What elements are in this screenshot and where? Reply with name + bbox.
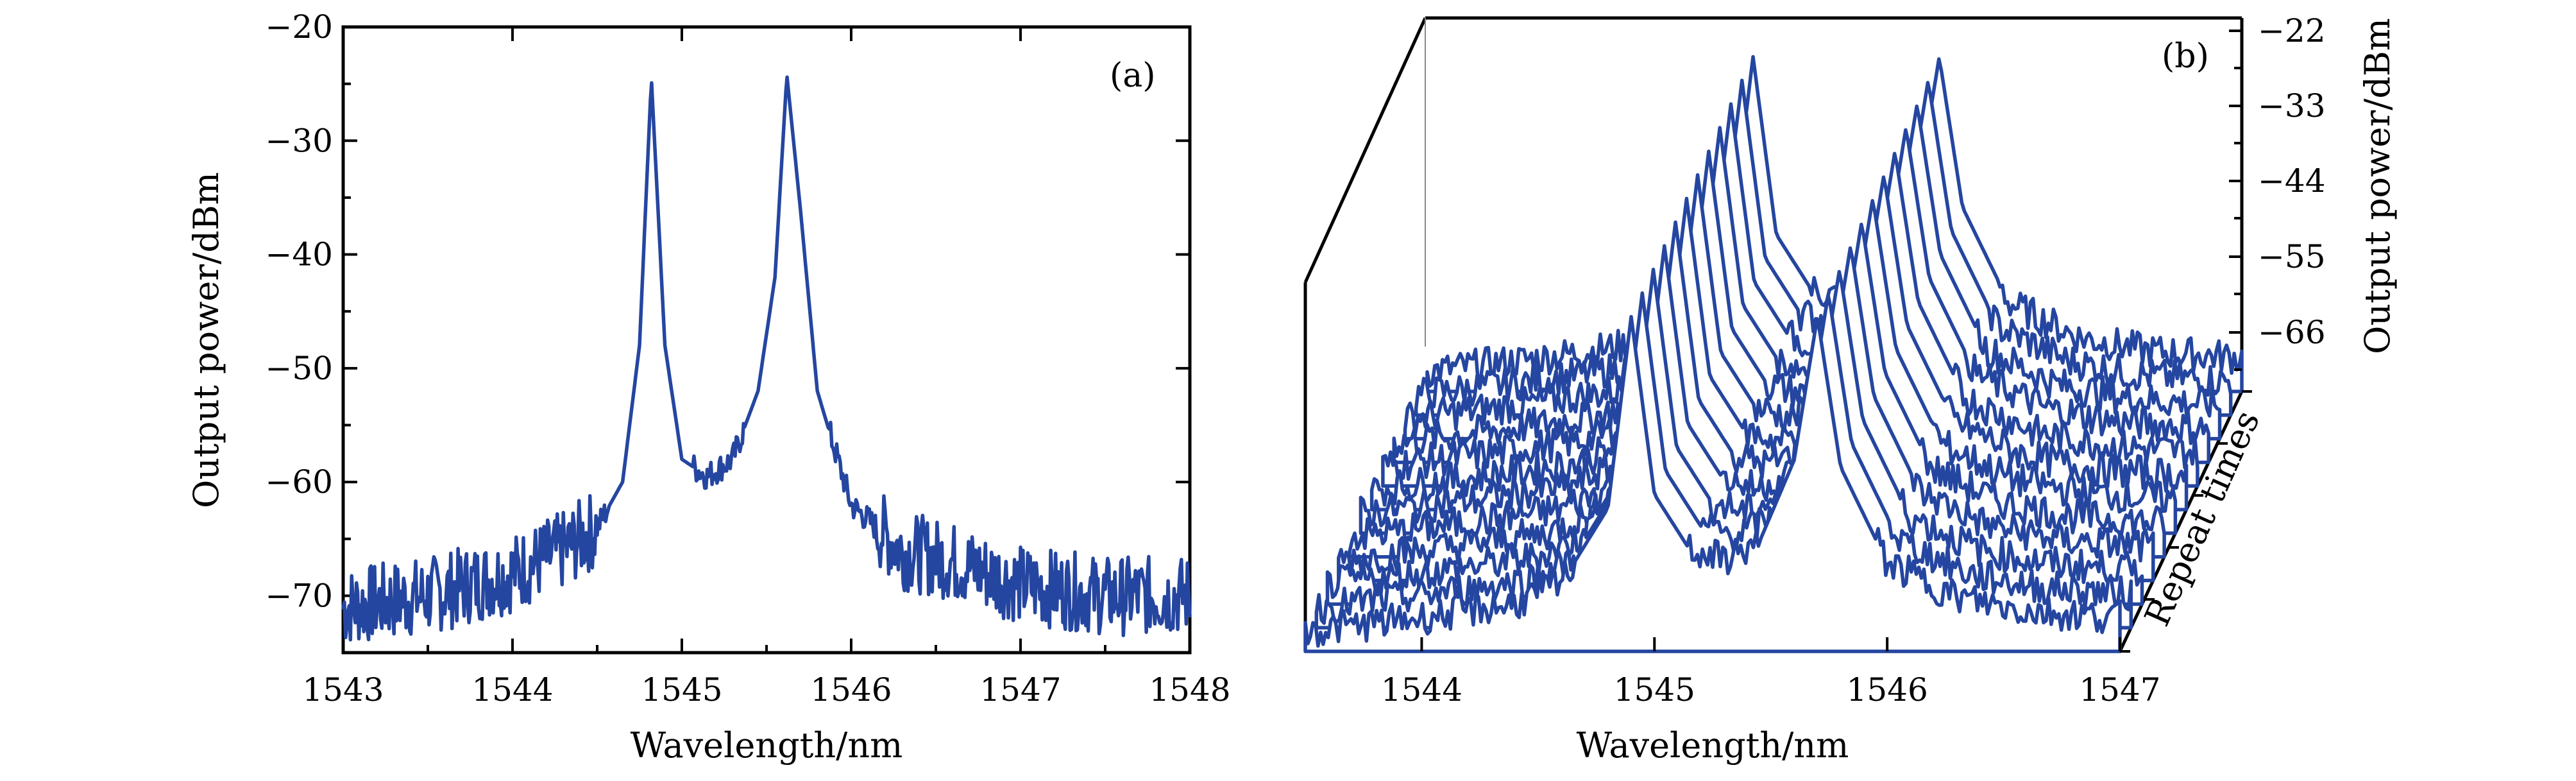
panel-a-x-axis-title: Wavelength/nm <box>631 725 903 766</box>
panel-a-spectrum-line <box>341 75 1192 642</box>
panel-a-y-tick-label: −70 <box>265 577 333 614</box>
panel-a-y-tick-labels: −20 −30 −40 −50 −60 −70 <box>265 8 333 614</box>
panel-a-x-tick-label: 1548 <box>1149 671 1230 708</box>
panel-b-x-tick-label: 1547 <box>2079 671 2160 708</box>
panel-a-y-tick-label: −50 <box>265 350 333 387</box>
panel-b-repeat-trace <box>1303 314 2122 653</box>
panel-a-ticks <box>342 26 1191 654</box>
panel-b-z-tick-label: −66 <box>2258 314 2326 351</box>
panel-a-y-tick-label: −40 <box>265 236 333 273</box>
panel-a-x-tick-label: 1544 <box>471 671 553 708</box>
panel-a-x-tick-label: 1546 <box>810 671 892 708</box>
panel-a-y-axis-title: Output power/dBm <box>186 172 226 508</box>
panel-a-x-tick-label: 1547 <box>979 671 1061 708</box>
panel-b-x-tick-label: 1546 <box>1847 671 1928 708</box>
panel-b-z-axis-title: Output power/dBm <box>2357 18 2398 354</box>
panel-b-repeat-trace <box>1325 268 2144 606</box>
panel-b-ticks <box>1420 30 2252 653</box>
panel-b-z-tick-label: −33 <box>2258 87 2326 124</box>
panel-b-depth-axis-line <box>2118 390 2244 653</box>
panel-b-traces <box>1303 55 2244 653</box>
panel-b-z-tick-label: −55 <box>2258 238 2326 275</box>
panel-b-top-left-edge <box>1303 17 1427 284</box>
panel-a-x-tick-labels: 1543 1544 1545 1546 1547 1548 <box>302 671 1230 708</box>
panel-a-x-tick-label: 1545 <box>641 671 722 708</box>
panel-b-x-tick-labels: 1544 1545 1546 1547 <box>1381 671 2161 708</box>
panel-b-x-tick-label: 1544 <box>1381 671 1462 708</box>
panel-b-label: (b) <box>2162 37 2209 76</box>
panel-a-y-tick-label: −60 <box>265 463 333 501</box>
panel-b-x-axis-title: Wavelength/nm <box>1577 725 1849 766</box>
panel-a-chart: 1543 1544 1545 1546 1547 1548 −20 −30 −40 −50 −60… <box>186 8 1231 766</box>
panel-a-y-tick-label: −20 <box>265 8 333 46</box>
panel-b-x-tick-label: 1545 <box>1614 671 1695 708</box>
panel-b-z-tick-label: −44 <box>2258 162 2326 200</box>
panel-a-label: (a) <box>1110 56 1156 95</box>
panel-a-y-tick-label: −30 <box>265 122 333 159</box>
panel-b-z-tick-labels: −22 −33 −44 −55 −66 <box>2258 12 2326 351</box>
panel-b-z-tick-label: −22 <box>2258 12 2326 49</box>
panel-b-chart: 1544 1545 1546 1547 −22 −33 −44 −55 −66 (b) Wav… <box>1303 12 2398 766</box>
panel-a-x-tick-label: 1543 <box>302 671 384 708</box>
